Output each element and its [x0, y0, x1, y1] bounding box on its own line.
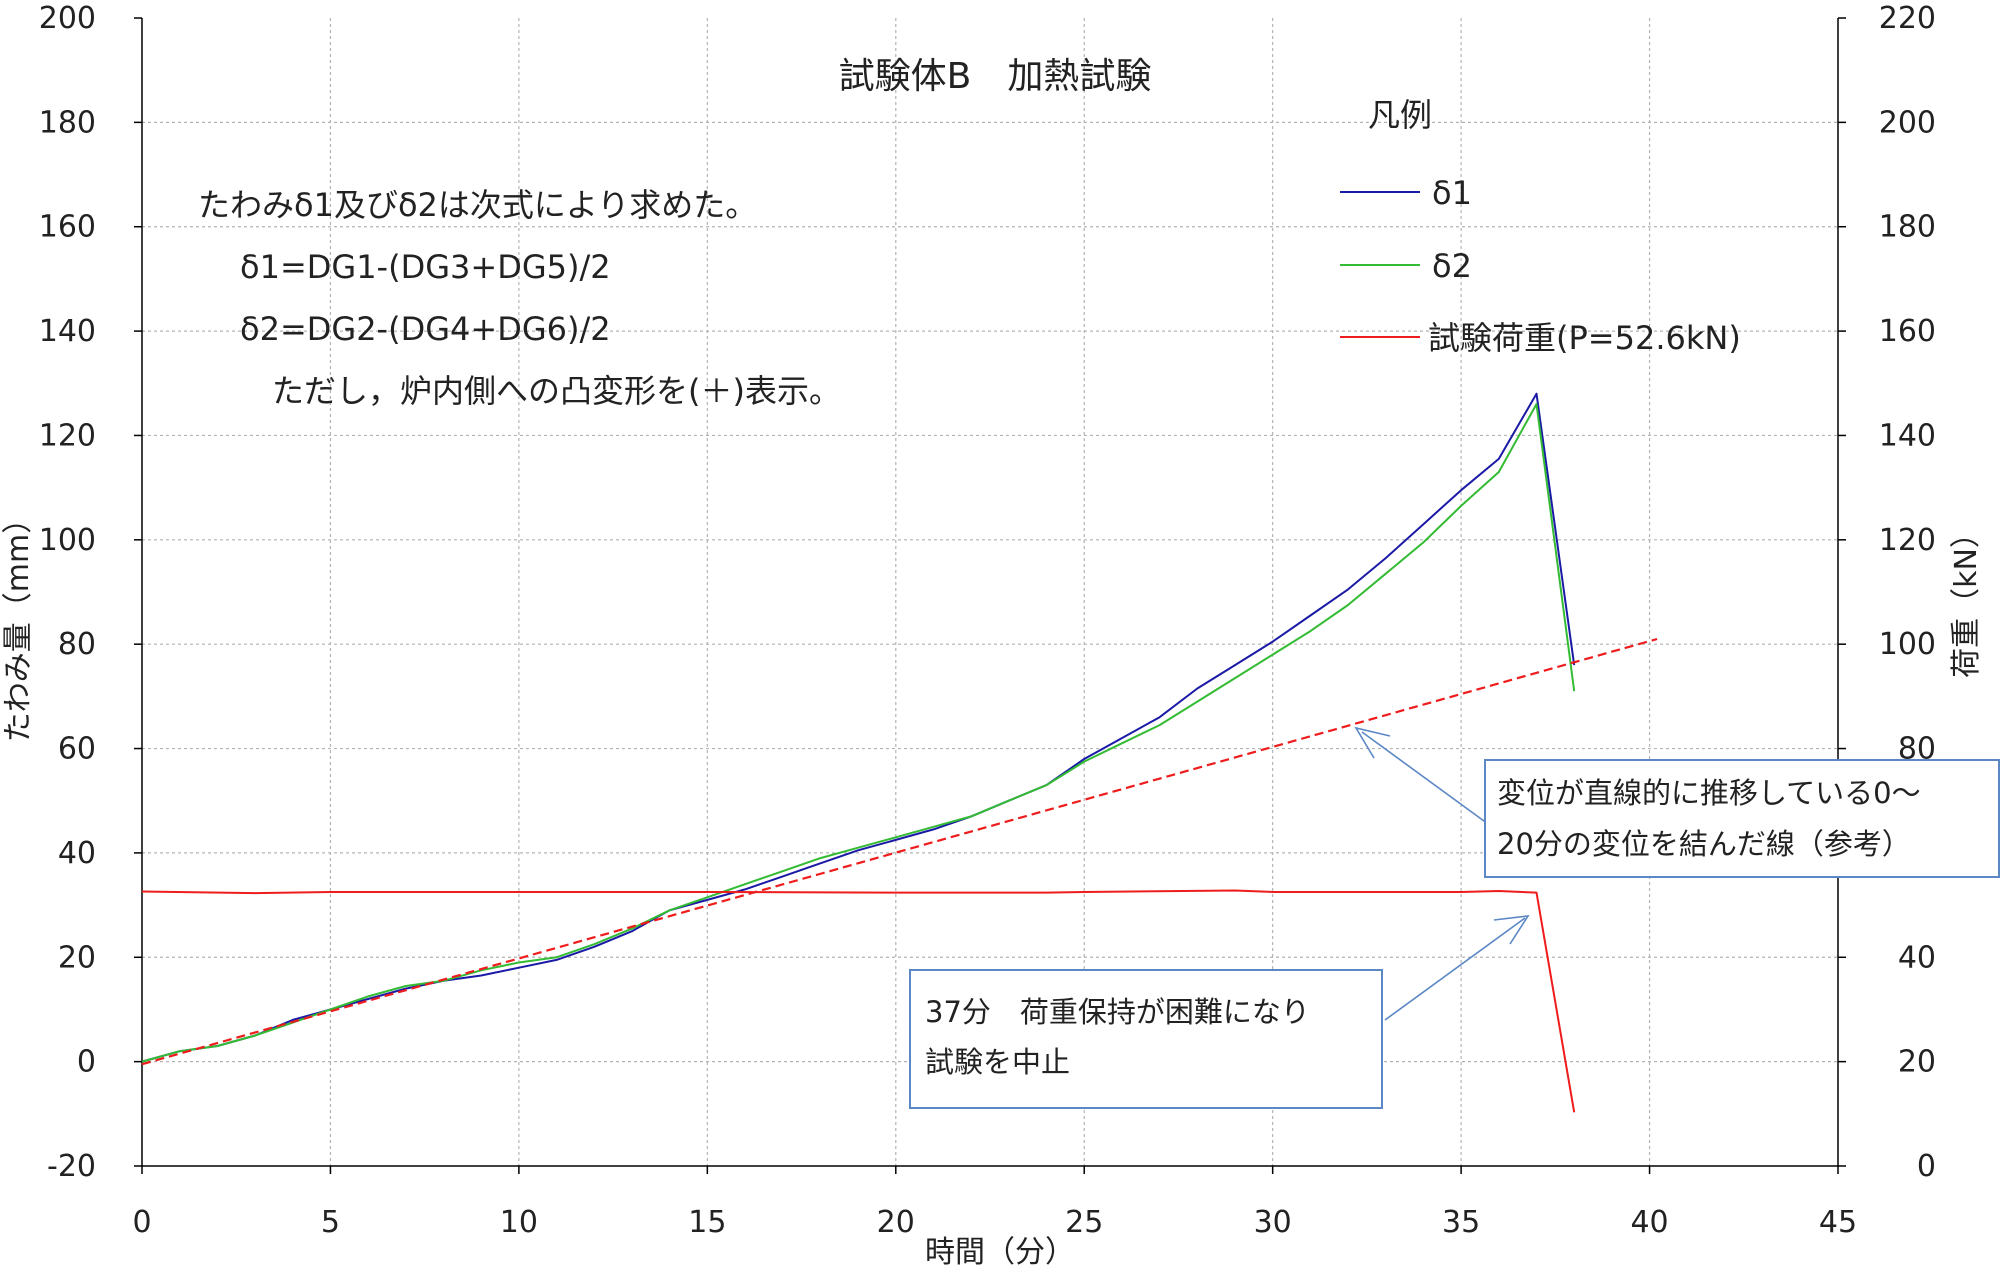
- y-tick-label-left: 0: [77, 1045, 96, 1080]
- x-tick-label: 5: [321, 1205, 340, 1240]
- callout-box: [1484, 759, 2000, 878]
- y-tick-label-right: 160: [1879, 314, 1936, 349]
- y-axis-title-right: 荷重（kN）: [1949, 518, 1984, 678]
- legend: 凡例 δ1 δ2 試験荷重(P=52.6kN): [1340, 96, 1741, 357]
- y-tick-label-left: 120: [39, 418, 96, 453]
- series-line-2: [141, 889, 1576, 1113]
- note-line-4: ただし，炉内側への凸変形を(＋)表示。: [272, 372, 841, 410]
- callout-text-line-1: 37分 荷重保持が困難になり: [925, 995, 1310, 1029]
- callout-text-line-1: 変位が直線的に推移している0～: [1497, 776, 1921, 810]
- y-tick-label-right: 20: [1898, 1045, 1936, 1080]
- chart-title: 試験体B 加熱試験: [839, 56, 1152, 97]
- x-tick-label: 15: [688, 1205, 726, 1240]
- x-tick-label: 35: [1442, 1205, 1480, 1240]
- note-line-3: δ2=DG2-(DG4+DG6)/2: [240, 310, 611, 348]
- note-line-1: たわみδ1及びδ2は次式により求めた。: [198, 186, 757, 224]
- callout-text-line-2: 20分の変位を結んだ線（参考）: [1497, 827, 1911, 861]
- y-tick-label-right: 180: [1879, 210, 1936, 245]
- y-tick-label-left: 80: [58, 627, 96, 662]
- callout-arrow-line: [1384, 917, 1526, 1021]
- callout-arrow-head: [1493, 915, 1530, 945]
- legend-title: 凡例: [1368, 96, 1432, 134]
- y-axis-title-left: たわみ量（mm）: [1, 504, 36, 742]
- y-tick-label-left: 180: [39, 105, 96, 140]
- y-tick-label-left: 60: [58, 732, 96, 767]
- series-line-reference-dashed: [141, 637, 1658, 1066]
- y-tick-label-left: 100: [39, 523, 96, 558]
- x-tick-label: 40: [1630, 1205, 1668, 1240]
- y-tick-label-right: 220: [1879, 1, 1936, 36]
- y-tick-label-right: 100: [1879, 627, 1936, 662]
- legend-label-delta1: δ1: [1432, 174, 1472, 212]
- callout-box: [909, 969, 1383, 1109]
- y-tick-label-right: 120: [1879, 523, 1936, 558]
- legend-label-load: 試験荷重(P=52.6kN): [1428, 319, 1741, 357]
- legend-label-delta2: δ2: [1432, 247, 1472, 285]
- series-line-1: [141, 403, 1576, 1063]
- x-tick-label: 0: [132, 1205, 151, 1240]
- note-block: たわみδ1及びδ2は次式により求めた。 δ1=DG1-(DG3+DG5)/2 δ…: [198, 186, 841, 410]
- x-axis-title: 時間（分）: [925, 1235, 1075, 1270]
- callout-test-stop: 37分 荷重保持が困難になり 試験を中止: [909, 915, 1530, 1109]
- series-line-0: [141, 392, 1576, 1063]
- x-tick-label: 20: [877, 1205, 915, 1240]
- y-tick-label-right: 200: [1879, 105, 1936, 140]
- callout-arrow-head: [1354, 726, 1391, 759]
- x-tick-label: 25: [1065, 1205, 1103, 1240]
- x-tick-label: 30: [1254, 1205, 1292, 1240]
- callout-linear-reference: 変位が直線的に推移している0～ 20分の変位を結んだ線（参考）: [1354, 726, 2000, 878]
- axes: 0 5 10 15 20 25 30 35 40 45 -20 0 20 40 60 80 100 120 140 1…: [39, 1, 1936, 1240]
- y-tick-label-left: 200: [39, 1, 96, 36]
- y-tick-label-left: -20: [47, 1149, 96, 1184]
- y-tick-label-right: 0: [1917, 1149, 1936, 1184]
- y-tick-label-left: 20: [58, 940, 96, 975]
- note-line-2: δ1=DG1-(DG3+DG5)/2: [240, 248, 611, 286]
- series: [141, 392, 1658, 1113]
- callout-text-line-2: 試験を中止: [925, 1045, 1070, 1079]
- x-tick-label: 45: [1819, 1205, 1857, 1240]
- y-tick-label-right: 140: [1879, 418, 1936, 453]
- y-tick-label-left: 40: [58, 836, 96, 871]
- x-tick-label: 10: [500, 1205, 538, 1240]
- y-tick-label-left: 160: [39, 210, 96, 245]
- y-tick-label-left: 140: [39, 314, 96, 349]
- y-tick-label-right: 40: [1898, 940, 1936, 975]
